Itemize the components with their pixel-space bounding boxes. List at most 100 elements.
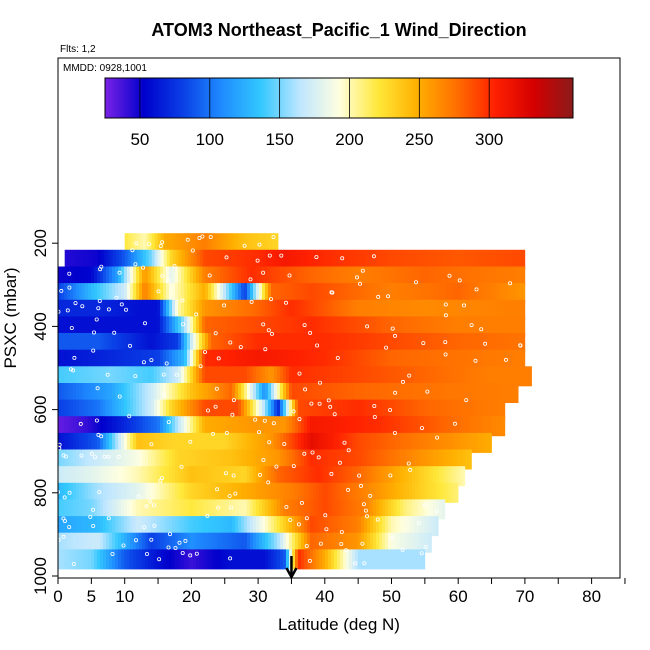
heatmap-cell [277,466,281,487]
heatmap-cell [214,283,218,304]
heatmap-cell [469,449,472,470]
heatmap-cell [361,549,365,570]
heatmap-cell [298,249,302,270]
data-point [330,290,335,295]
heatmap-cell [274,249,278,270]
heatmap-cell [523,283,526,304]
heatmap-cell [172,283,176,304]
heatmap-cell [301,432,305,453]
heatmap-cell [268,249,272,270]
heatmap-cell [142,366,146,387]
heatmap-cell [178,549,182,570]
heatmap-cell [202,399,206,420]
heatmap-cell [103,283,107,304]
heatmap-cell [286,283,290,304]
heatmap-cell [142,349,146,370]
heatmap-cell [58,316,62,337]
heatmap-cell [259,399,263,420]
heatmap-cell [505,349,509,370]
heatmap-cell [145,349,149,370]
heatmap-cell [313,499,317,520]
heatmap-cell [211,366,215,387]
heatmap-cell [331,249,335,270]
heatmap-cell [349,532,353,553]
heatmap-cell [343,499,347,520]
heatmap-cell [406,516,410,537]
heatmap-cell [505,333,509,353]
heatmap-cell [373,399,377,420]
heatmap-cell [382,516,386,537]
heatmap-cell [76,516,80,537]
heatmap-cell [418,549,422,570]
heatmap-cell [76,482,80,503]
heatmap-cell [160,549,164,570]
heatmap-cell [499,383,503,403]
heatmap-cell [85,299,89,320]
heatmap-cell [145,383,149,403]
data-point [152,523,157,528]
heatmap-cell [508,383,512,403]
heatmap-cell [307,399,311,420]
heatmap-cell [436,482,440,503]
heatmap-cell [139,299,143,320]
heatmap-cell [109,466,113,487]
heatmap-cell [112,432,116,453]
heatmap-cell [178,333,182,353]
heatmap-cell [88,349,92,370]
heatmap-row [58,266,526,287]
heatmap-cell [76,283,80,304]
heatmap-cell [265,316,269,337]
heatmap-cell [280,466,284,487]
heatmap-cell [349,266,353,287]
heatmap-cell [499,399,503,420]
heatmap-cell [370,416,374,437]
heatmap-cell [379,449,383,470]
heatmap-cell [337,266,341,287]
heatmap-cell [238,532,242,553]
heatmap-cell [400,549,404,570]
heatmap-cell [511,316,515,337]
heatmap-cell [250,266,254,287]
heatmap-cell [256,366,260,387]
heatmap-cell [103,499,107,520]
heatmap-cell [82,549,86,570]
heatmap-cell [439,383,443,403]
heatmap-cell [337,316,341,337]
heatmap-cell [412,416,416,437]
latitude-marker-arrow [285,556,298,580]
heatmap-cell [346,516,350,537]
heatmap-cell [64,333,68,353]
heatmap-cell [235,466,239,487]
heatmap-cell [388,499,392,520]
heatmap-cell [253,349,257,370]
heatmap-cell [100,366,104,387]
heatmap-cell [169,532,173,553]
heatmap-cell [82,482,86,503]
heatmap-cell [238,383,242,403]
heatmap-cell [220,399,224,420]
heatmap-cell [199,532,203,553]
heatmap-cell [436,516,439,537]
data-point [97,490,102,495]
heatmap-cell [487,416,491,437]
heatmap-cell [214,516,218,537]
heatmap-cell [310,316,314,337]
heatmap-cell [370,532,374,553]
heatmap-cell [100,432,104,453]
data-point [149,358,154,363]
heatmap-cell [202,383,206,403]
heatmap-cell [394,283,398,304]
heatmap-cell [229,349,233,370]
heatmap-cell [259,449,263,470]
heatmap-cell [160,499,164,520]
heatmap-cell [262,416,266,437]
heatmap-cell [286,249,290,270]
heatmap-cell [415,482,419,503]
heatmap-cell [331,399,335,420]
heatmap-cell [139,383,143,403]
heatmap-cell [142,233,146,254]
heatmap-cell [226,549,230,570]
heatmap-cell [520,366,524,387]
heatmap-cell [145,266,149,287]
heatmap-cell [388,516,392,537]
